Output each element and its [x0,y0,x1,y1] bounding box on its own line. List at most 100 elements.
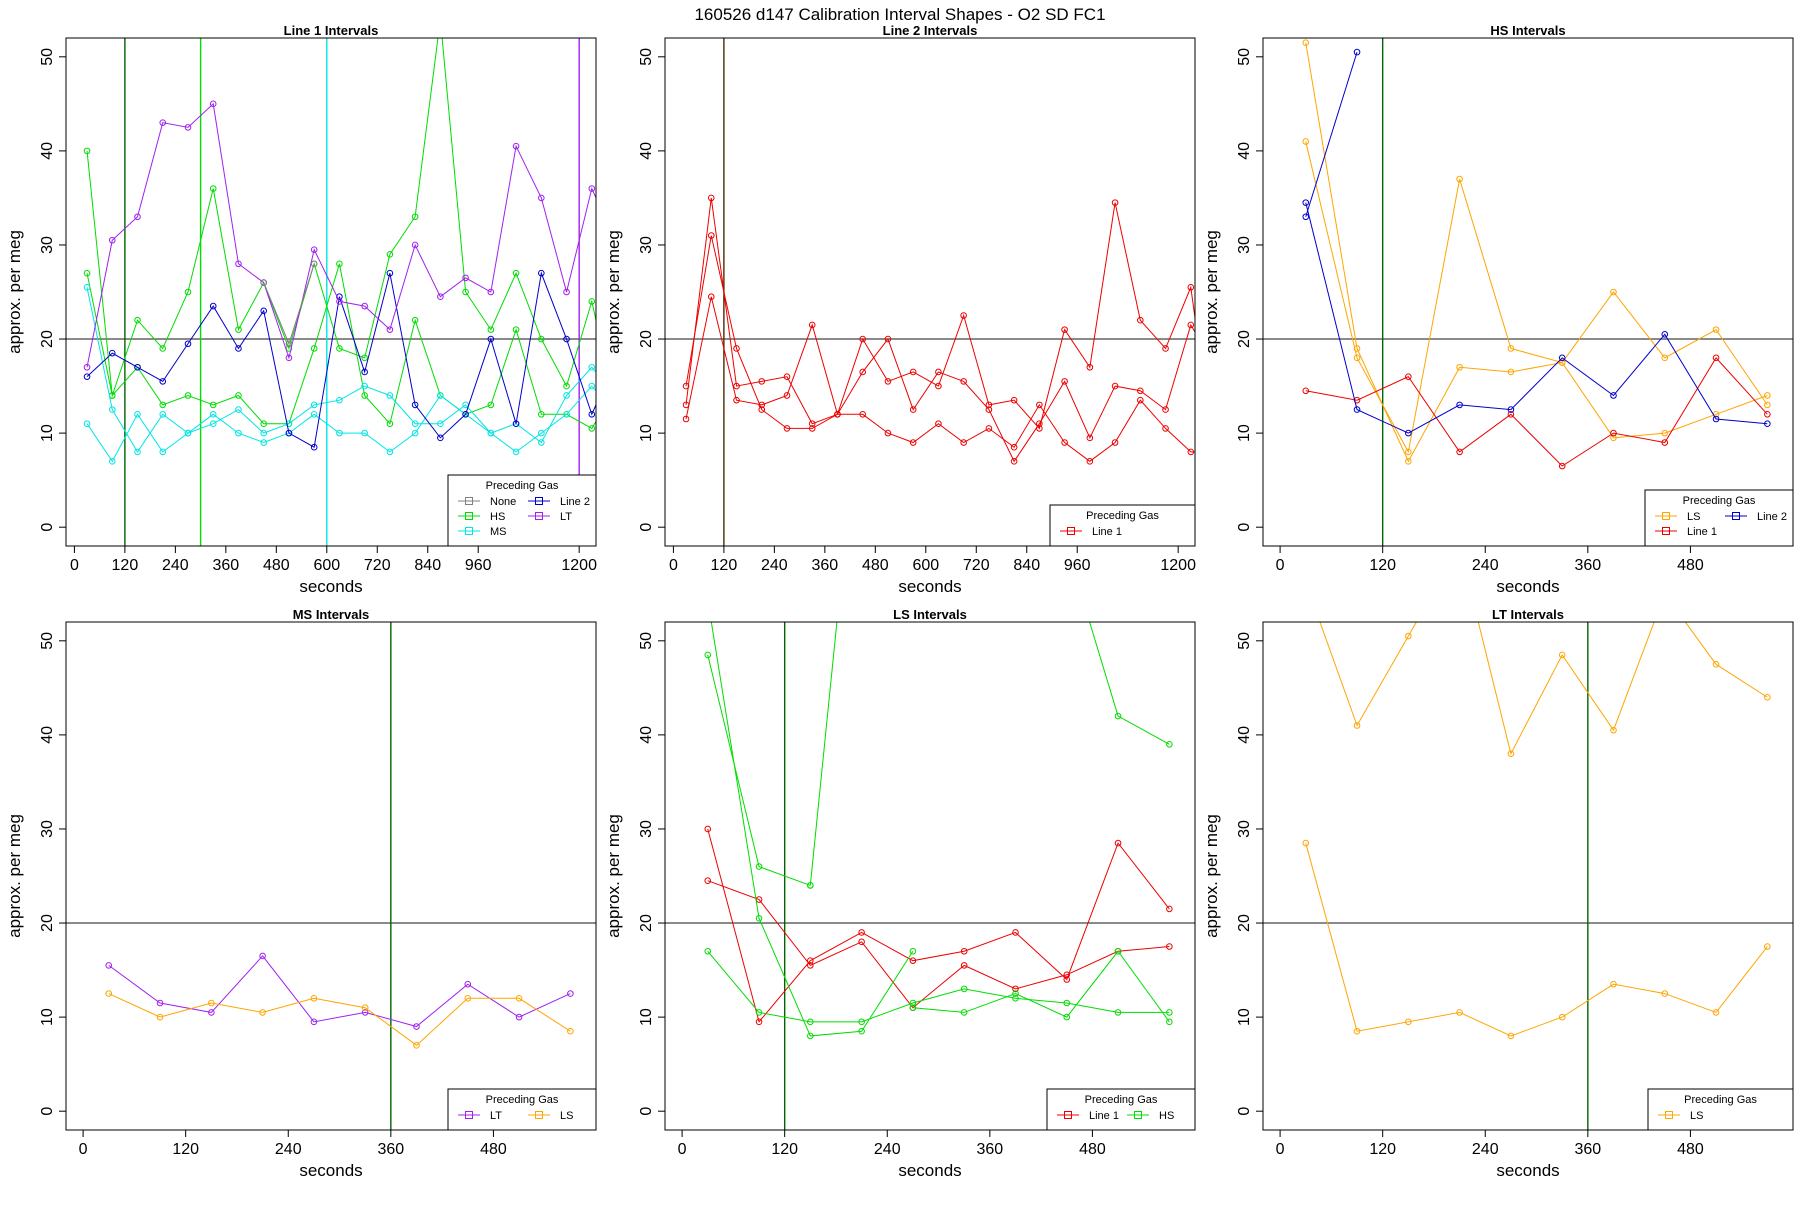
data-point [1302,839,1310,847]
page-title: 160526 d147 Calibration Interval Shapes … [694,5,1105,24]
data-point [563,392,570,399]
series-line [707,880,1170,1009]
panel-title: MS Intervals [293,607,370,622]
panel-3: HS Intervals seconds approx. per meg 0 120 24… [1202,23,1794,596]
series-line [1305,141,1768,454]
y-tick-label: 10 [1236,1008,1253,1026]
data-point [1010,396,1018,404]
series-line [1089,622,1170,745]
data-point [783,425,791,432]
data-point [1166,943,1173,950]
legend: Preceding Gas LT LS [447,1088,597,1131]
data-point [1558,1013,1566,1021]
data-point [310,443,318,451]
data-point [985,401,993,409]
y-tick-label: 20 [1236,914,1253,932]
x-tick-label: 960 [1064,557,1091,574]
data-point [336,298,343,305]
x-axis-label: seconds [299,1161,362,1180]
data-point [156,1013,164,1021]
data-point [1063,1013,1071,1021]
data-point [235,260,242,268]
data-point [758,378,766,385]
data-point [1558,651,1566,659]
data-point [1456,363,1463,371]
data-point [1353,48,1361,56]
data-point [1086,458,1094,465]
data-point [1507,345,1515,352]
y-axis-label: approx. per meg [604,814,623,938]
legend-entry: HS [490,511,505,523]
data-point [260,439,267,446]
data-point [1712,354,1720,362]
data-point [1712,415,1720,423]
data-point [858,1027,865,1035]
series-line [809,622,838,886]
data-point [1111,199,1119,206]
data-point [134,410,141,418]
data-point [1302,199,1310,206]
y-axis-label: approx. per meg [1202,814,1221,938]
x-tick-label: 0 [669,557,678,574]
data-point [1405,632,1412,640]
data-point [105,962,113,969]
data-point [859,410,866,418]
data-point [1036,401,1043,409]
data-point [310,260,318,268]
x-tick-label: 480 [1677,1141,1704,1158]
data-point [108,236,116,244]
data-point [1137,387,1144,395]
x-tick-label: 480 [862,557,889,574]
data-point [597,393,603,399]
data-point [310,994,318,1002]
data-point [235,326,242,333]
data-point [184,124,192,131]
y-tick-label: 0 [638,523,655,532]
data-point [411,316,419,324]
data-point [1507,406,1515,413]
plot-area [1302,622,1771,1040]
y-tick-label: 10 [638,424,655,442]
data-point [1196,449,1202,455]
y-tick-label: 40 [1236,142,1253,160]
y-tick-label: 20 [638,330,655,348]
data-point [597,336,603,342]
legend: Preceding Gas Line 1 HS [1046,1088,1196,1131]
data-point [83,373,91,380]
data-point [1086,363,1094,371]
legend-title: Preceding Gas [1086,510,1159,522]
data-point [310,345,318,352]
data-point [235,429,242,437]
data-point [1764,401,1771,409]
y-tick-label: 10 [39,424,56,442]
data-point [159,345,167,352]
data-point [597,205,603,211]
data-point [588,410,596,418]
y-axis-label: approx. per meg [5,230,24,354]
data-point [704,651,712,659]
data-point [1661,354,1669,362]
legend-entry: LS [1687,511,1700,523]
data-point [758,406,766,413]
y-tick-label: 50 [638,632,655,650]
panel-4: MS Intervals seconds approx. per meg 0 120 24… [5,607,597,1180]
x-tick-label: 480 [480,1141,507,1158]
panel-5: LS Intervals seconds approx. per meg 0 120 24… [604,607,1196,1180]
data-point [512,269,520,277]
data-point [1111,439,1119,446]
panel-title: LT Intervals [1492,607,1564,622]
data-point [733,382,740,390]
data-point [1712,661,1720,668]
data-point [1764,410,1771,418]
data-point [1456,1009,1463,1016]
data-point [285,420,293,428]
data-point [1010,458,1018,465]
legend-title: Preceding Gas [1683,495,1756,507]
y-tick-label: 20 [39,330,56,348]
data-point [1063,976,1071,983]
data-point [1111,382,1119,390]
data-point [437,392,444,399]
x-tick-label: 0 [70,557,79,574]
